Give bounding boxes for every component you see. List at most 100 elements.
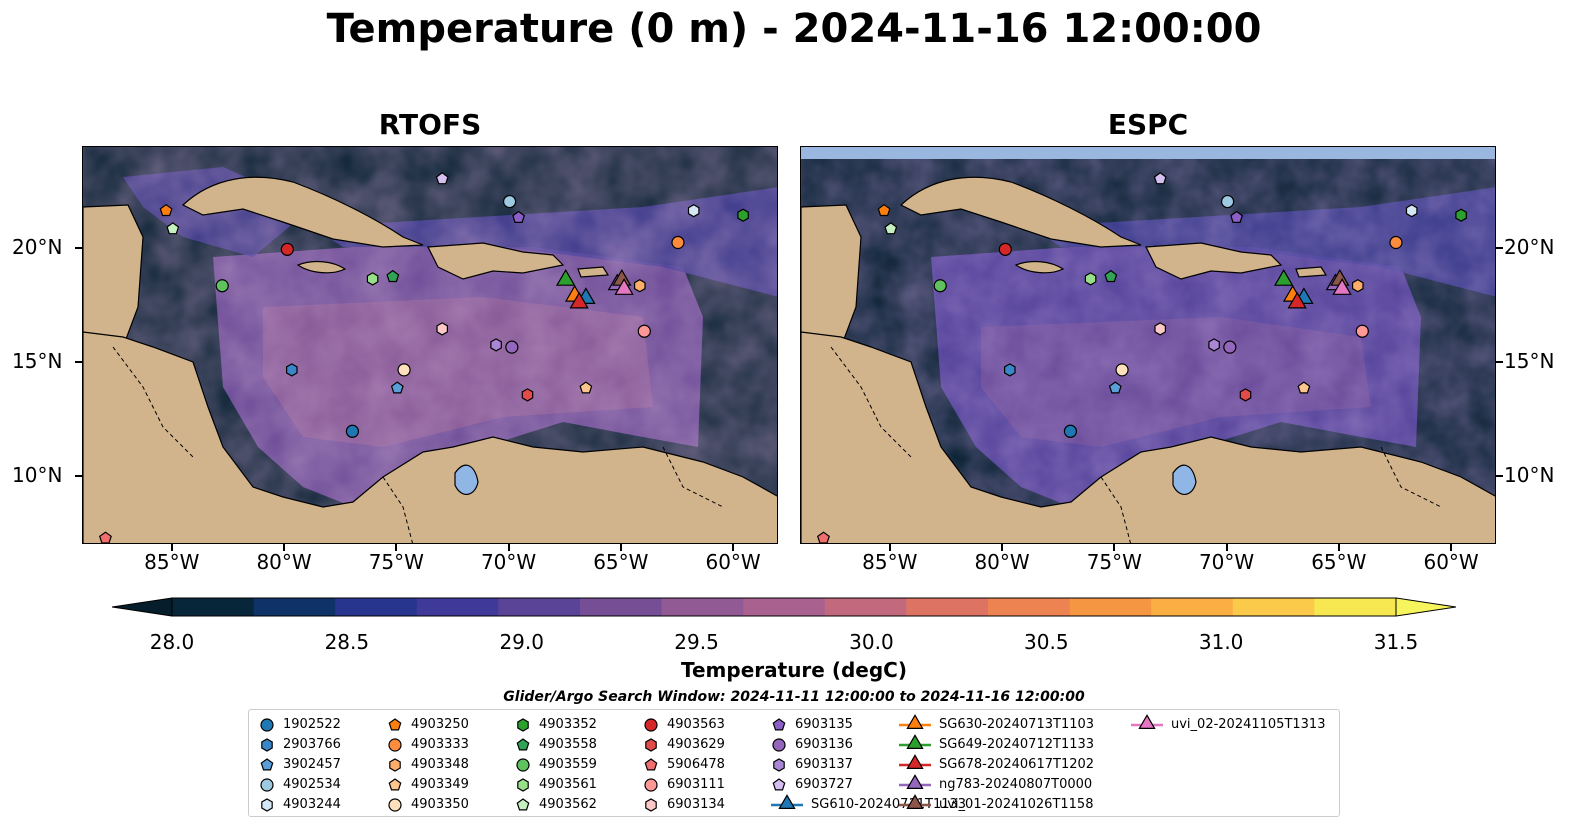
lon-tick-mark (283, 544, 286, 551)
legend-symbol-4903629 (645, 738, 657, 752)
legend-symbol-4903348 (389, 758, 401, 772)
legend-symbol-6903137 (773, 758, 785, 772)
legend-symbol-4903561 (517, 778, 529, 792)
legend-marker (517, 778, 529, 792)
legend-marker (645, 798, 657, 812)
obs-marker-4903352 (737, 208, 749, 222)
colorbar-segment (1314, 598, 1397, 616)
legend-item: 2903766 (257, 734, 341, 754)
obs-marker-4903333 (1389, 235, 1403, 250)
colorbar-segment (416, 598, 499, 616)
colorbar-segment (253, 598, 336, 616)
legend-symbol-uvi_02-20241105T1313 (1138, 714, 1156, 729)
lon-tick-label: 60°W (705, 550, 761, 574)
jamaica (296, 260, 347, 274)
colorbar-tick-label: 28.5 (324, 630, 370, 654)
legend-item: uvi_01-20241026T1158 (897, 794, 1093, 814)
legend-item: 6903727 (769, 774, 853, 794)
legend-item: 6903134 (641, 794, 725, 814)
lat-tick-label-right: 20°N (1504, 235, 1555, 260)
panel-title-espc: ESPC (1107, 108, 1189, 141)
legend-marker (644, 778, 658, 792)
legend-item: SG630-20240713T1103 (897, 714, 1094, 734)
obs-marker-2903766 (286, 363, 298, 377)
obs-marker-4903250 (159, 203, 173, 217)
legend-marker (773, 758, 785, 772)
obs-marker-6903137 (1208, 338, 1220, 352)
obs-marker-6903727 (1153, 172, 1167, 185)
yucatan (801, 204, 862, 368)
obs-marker-6903727 (435, 172, 449, 185)
obs-marker-SG678-20240617T1202 (569, 291, 589, 309)
legend-item: 6903135 (769, 714, 853, 734)
puerto-rico (577, 266, 610, 278)
legend-label: ng783-20240807T0000 (939, 776, 1093, 792)
lat-tick-label-right: 10°N (1504, 462, 1555, 487)
map-panel-espc[interactable] (800, 146, 1496, 544)
legend-marker (388, 798, 402, 812)
obs-marker-3902457 (390, 381, 404, 394)
lat-tick-mark (75, 247, 82, 250)
legend-symbol-4903350 (388, 798, 402, 812)
border-line (112, 346, 194, 458)
lat-tick-label-right: 15°N (1504, 349, 1555, 374)
obs-marker-4903348 (1351, 279, 1364, 293)
legend-symbol-6903111 (644, 778, 658, 792)
legend-item: SG678-20240617T1202 (897, 754, 1094, 774)
lon-tick-mark (1337, 544, 1340, 551)
legend-symbol-2903766 (261, 738, 273, 752)
legend-item: 4903352 (513, 714, 597, 734)
lat-tick-mark (75, 474, 82, 477)
legend-marker (645, 738, 657, 752)
legend-symbol-SG649-20240712T1133 (906, 734, 924, 749)
lon-tick-label: 85°W (862, 550, 918, 574)
legend-symbol-5906478 (644, 758, 658, 771)
legend-label: 4903558 (539, 736, 597, 752)
obs-marker-4903563 (280, 242, 294, 256)
lon-tick-mark (619, 544, 622, 551)
lon-tick-mark (507, 544, 510, 551)
legend-item: 4902534 (257, 774, 341, 794)
obs-marker-4903561 (1084, 272, 1097, 286)
legend-marker (516, 738, 530, 751)
legend-item: 4903333 (385, 734, 469, 754)
lon-tick-label: 80°W (974, 550, 1030, 574)
lon-tick-label: 75°W (368, 550, 424, 574)
colorbar-over-arrow (1395, 597, 1456, 617)
central-south-america (801, 331, 1495, 543)
lon-tick-label: 80°W (256, 550, 312, 574)
legend-marker (772, 718, 786, 731)
colorbar-tick-label: 29.5 (674, 630, 719, 654)
legend-marker (517, 718, 529, 732)
lat-tick-label-left: 15°N (12, 349, 63, 374)
obs-marker-6903134 (1154, 322, 1166, 336)
colorbar-segment (824, 598, 907, 616)
legend-marker (899, 714, 931, 729)
figure-title: Temperature (0 m) - 2024-11-16 12:00:00 (326, 6, 1262, 52)
landmasses (801, 176, 1495, 543)
hispaniola (427, 242, 565, 280)
map-panel-rtofs[interactable] (82, 146, 778, 544)
no-data-band (801, 147, 1495, 159)
obs-marker-4903562 (166, 222, 180, 235)
obs-marker-6903111 (637, 324, 651, 338)
lon-tick-label: 75°W (1086, 550, 1142, 574)
cuba (181, 176, 424, 248)
obs-marker-3902457 (1108, 381, 1122, 394)
legend-item: ng783-20240807T0000 (897, 774, 1092, 794)
lat-tick-mark (1496, 247, 1503, 250)
legend-label: 4903333 (411, 736, 469, 752)
legend-marker (771, 794, 803, 809)
legend-symbol-6903136 (772, 738, 786, 752)
legend: 1902522 2903766 3902457 4902534 4903244 49032… (248, 709, 1340, 817)
legend-label: 4903349 (411, 776, 469, 792)
obs-marker-1902522 (1063, 424, 1078, 438)
lon-tick-mark (1001, 544, 1004, 551)
legend-label: 3902457 (283, 756, 341, 772)
border-line (382, 476, 413, 543)
legend-symbol-ng783-20240807T0000 (906, 774, 924, 789)
obs-marker-4902534 (502, 194, 517, 209)
legend-label: 5906478 (667, 756, 725, 772)
legend-item: 4903244 (257, 794, 341, 814)
legend-label: uvi_01-20241026T1158 (939, 796, 1094, 812)
